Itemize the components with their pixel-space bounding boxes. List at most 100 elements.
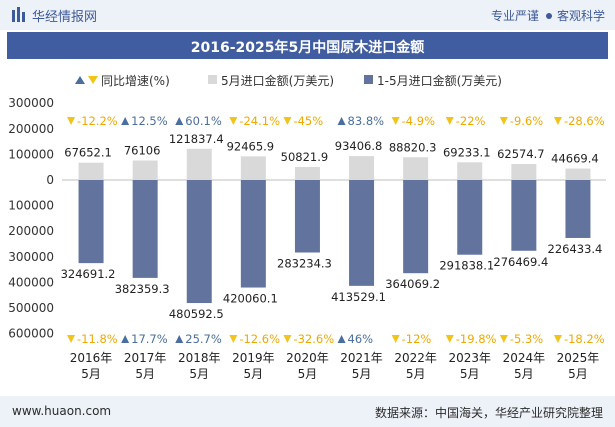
growth-label-cumulative-marker xyxy=(229,335,238,343)
bar-cumulative xyxy=(132,180,158,278)
slogan-right: 客观科学 xyxy=(556,9,605,23)
data-label-cumulative: 324691.2 xyxy=(61,267,116,281)
growth-label-monthly-marker xyxy=(445,117,454,125)
x-tick-label: 2019年 xyxy=(232,351,275,365)
y-tick-label: 300000 xyxy=(8,250,54,264)
data-label-monthly: 69233.1 xyxy=(443,145,491,159)
growth-label-monthly: -45% xyxy=(293,114,323,128)
data-label-cumulative: 382359.3 xyxy=(115,282,170,296)
growth-label-cumulative-marker xyxy=(391,335,400,343)
growth-label-cumulative: 17.7% xyxy=(131,332,168,346)
chart: 同比增速(%) 5月进口金额(万美元) 1-5月进口金额(万美元) 300000… xyxy=(8,73,606,381)
growth-label-monthly-marker xyxy=(67,117,76,125)
growth-label-cumulative: 46% xyxy=(348,332,374,346)
bar-cumulative xyxy=(403,180,429,274)
growth-label-monthly: -28.6% xyxy=(564,114,605,128)
chart-title: 2016-2025年5月中国原木进口金额 xyxy=(190,40,425,56)
y-tick-label: 600000 xyxy=(8,327,54,341)
x-tick-label-month: 5月 xyxy=(460,367,480,381)
legend-growth-label: 同比增速(%) xyxy=(101,74,170,88)
x-tick-label: 2018年 xyxy=(178,351,221,365)
site-url: www.huaon.com xyxy=(12,404,112,418)
data-label-monthly: 121837.4 xyxy=(169,132,224,146)
data-label-cumulative: 364069.2 xyxy=(385,277,440,291)
growth-label-cumulative-marker xyxy=(337,335,346,343)
y-tick-label: 200000 xyxy=(8,122,54,136)
legend-monthly-label: 5月进口金额(万美元) xyxy=(221,73,334,88)
x-tick-label: 2016年 xyxy=(70,351,113,365)
growth-label-cumulative: -18.2% xyxy=(564,332,605,346)
growth-label-cumulative: -12% xyxy=(402,332,432,346)
data-source: 数据来源：中国海关，华经产业研究院整理 xyxy=(374,406,603,420)
plot-area: 300000 200000 100000 0 100000 200000 300000 400… xyxy=(8,96,606,381)
slogan-left: 专业严谨 xyxy=(490,9,539,23)
data-label-monthly: 50821.9 xyxy=(281,150,329,164)
x-tick-label: 2017年 xyxy=(124,351,167,365)
data-label-cumulative: 283234.3 xyxy=(277,257,332,271)
x-tick-label: 2024年 xyxy=(503,351,546,365)
bar-monthly xyxy=(511,163,537,180)
growth-label-monthly: 83.8% xyxy=(348,114,385,128)
growth-label-monthly-marker xyxy=(283,117,292,125)
slogan: 专业严谨 客观科学 xyxy=(491,7,605,24)
growth-label-monthly: 12.5% xyxy=(131,114,168,128)
data-label-cumulative: 291838.1 xyxy=(439,259,494,273)
legend-monthly-swatch xyxy=(208,75,217,84)
growth-label-monthly: -12.2% xyxy=(77,114,118,128)
x-tick-label-month: 5月 xyxy=(81,367,101,381)
growth-label-cumulative: -32.6% xyxy=(293,332,334,346)
y-tick-label: 200000 xyxy=(8,224,54,238)
growth-label-monthly: -4.9% xyxy=(402,114,435,128)
data-label-monthly: 92465.9 xyxy=(227,139,275,153)
bar-cumulative xyxy=(349,180,375,286)
x-tick-label-month: 5月 xyxy=(514,367,534,381)
legend-cumulative-swatch xyxy=(364,75,373,84)
slogan-dot xyxy=(545,12,552,19)
x-tick-label: 2021年 xyxy=(340,351,383,365)
growth-label-monthly-marker xyxy=(499,117,508,125)
bar-cumulative xyxy=(78,180,104,264)
data-label-cumulative: 420060.1 xyxy=(223,292,278,306)
growth-label-monthly-marker xyxy=(175,117,184,125)
growth-label-cumulative-marker xyxy=(283,335,292,343)
bar-cumulative xyxy=(240,180,266,288)
x-tick-label: 2020年 xyxy=(286,351,329,365)
top-bar: 华经情报网 专业严谨 客观科学 xyxy=(0,0,615,30)
growth-label-cumulative-marker xyxy=(175,335,184,343)
bar-cumulative xyxy=(457,180,483,255)
legend-cumulative-label: 1-5月进口金额(万美元) xyxy=(377,73,502,88)
x-tick-label-month: 5月 xyxy=(406,367,426,381)
title-bar: 2016-2025年5月中国原木进口金额 xyxy=(7,32,608,59)
growth-label-monthly: -9.6% xyxy=(510,114,543,128)
bar-monthly xyxy=(78,162,104,180)
brand-name: 华经情报网 xyxy=(32,10,98,25)
data-label-monthly: 62574.7 xyxy=(497,147,545,161)
x-tick-label-month: 5月 xyxy=(135,367,155,381)
y-tick-label: 100000 xyxy=(8,199,54,213)
growth-label-monthly-marker xyxy=(391,117,400,125)
growth-label-monthly: 60.1% xyxy=(185,114,222,128)
data-label-cumulative: 226433.4 xyxy=(548,242,603,256)
growth-label-cumulative: -5.3% xyxy=(510,332,543,346)
x-tick-label-month: 5月 xyxy=(189,367,209,381)
data-label-cumulative: 276469.4 xyxy=(493,255,548,269)
bar-cumulative xyxy=(186,180,212,304)
growth-label-monthly-marker xyxy=(553,117,562,125)
growth-label-cumulative: 25.7% xyxy=(185,332,222,346)
data-label-monthly: 67652.1 xyxy=(64,146,112,160)
x-tick-label: 2023年 xyxy=(448,351,491,365)
legend: 同比增速(%) 5月进口金额(万美元) 1-5月进口金额(万美元) xyxy=(75,73,502,88)
growth-label-monthly-marker xyxy=(121,117,130,125)
bar-monthly xyxy=(565,168,591,180)
legend-growth-up-marker xyxy=(75,76,85,84)
growth-label-cumulative-marker xyxy=(67,335,76,343)
bar-monthly xyxy=(294,166,320,180)
x-tick-label: 2025年 xyxy=(557,351,600,365)
y-tick-label: 500000 xyxy=(8,301,54,315)
bar-cumulative xyxy=(565,180,591,238)
growth-label-cumulative: -19.8% xyxy=(456,332,497,346)
legend-growth-down-marker xyxy=(88,76,98,84)
growth-label-cumulative-marker xyxy=(553,335,562,343)
bar-monthly xyxy=(349,156,375,180)
